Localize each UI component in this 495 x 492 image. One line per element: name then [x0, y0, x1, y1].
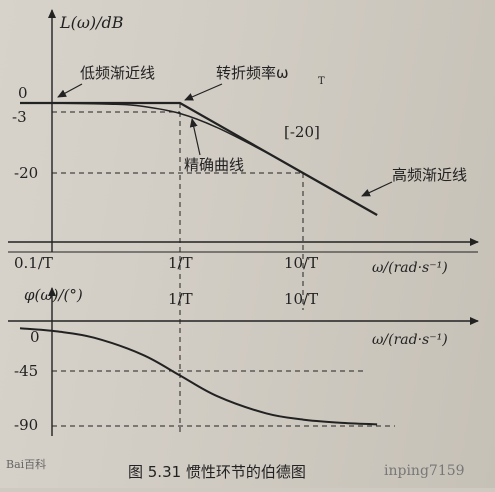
x-tick-label-1: 1/T	[168, 254, 193, 272]
phase-y-tick-90: -90	[14, 416, 38, 434]
y-tick-label-20: -20	[14, 164, 38, 182]
magnitude-chart: L(ω)/dB 0 -3 -20 0.1/T 1/T 10/T ω/(rad·s…	[8, 9, 479, 436]
exact-curve-arrow	[189, 118, 201, 156]
phase-chart: φ(ω)/(°) 1/T 10/T ω/(rad·s⁻¹) 0 -45 -90	[8, 286, 479, 436]
phase-y-tick-0: 0	[30, 328, 40, 346]
y-tick-label-0: 0	[18, 84, 28, 102]
low-asymptote-arrow	[57, 83, 83, 98]
y-tick-label-3: -3	[12, 108, 27, 126]
x-tick-label-0p1: 0.1/T	[14, 254, 53, 272]
phase-y-tick-45: -45	[14, 362, 38, 380]
high-asymptote-label: 高频渐近线	[392, 166, 467, 184]
exact-curve-label: 精确曲线	[184, 156, 244, 174]
low-asymptote-label: 低频渐近线	[80, 64, 155, 82]
corner-frequency-label: 转折频率ω	[216, 64, 289, 82]
x-tick-label-10: 10/T	[284, 254, 318, 272]
magnitude-x-label: ω/(rad·s⁻¹)	[372, 260, 448, 276]
high-asymptote-arrow	[361, 181, 393, 197]
slope-label: [-20]	[284, 123, 320, 141]
watermark-user: inping7159	[384, 463, 465, 479]
magnitude-y-label: L(ω)/dB	[59, 13, 124, 32]
watermark-logo: Bai百科	[6, 457, 46, 471]
corner-frequency-arrow	[184, 83, 223, 101]
phase-x-label: ω/(rad·s⁻¹)	[372, 332, 448, 348]
phase-y-label: φ(ω)/(°)	[24, 286, 83, 304]
phase-x-tick-label-1: 1/T	[168, 290, 193, 308]
phase-x-tick-label-10: 10/T	[284, 290, 318, 308]
corner-frequency-subscript: T	[318, 76, 325, 87]
figure-caption: 图 5.31 惯性环节的伯德图	[128, 463, 306, 481]
exact-curve	[19, 102, 378, 216]
phase-curve	[19, 327, 378, 426]
